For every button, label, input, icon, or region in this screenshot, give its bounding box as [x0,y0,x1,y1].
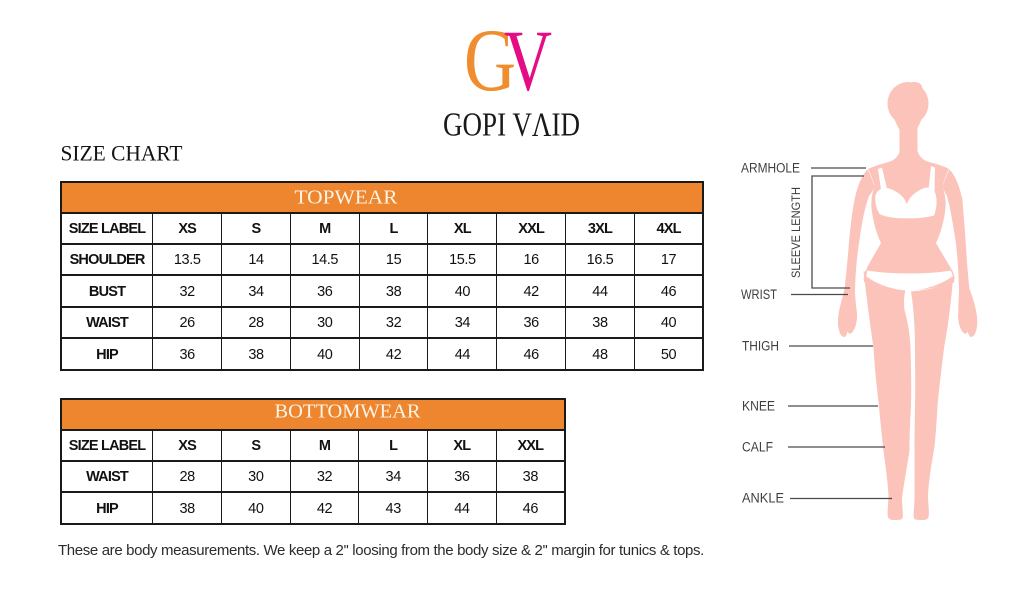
svg-text:G: G [464,12,516,110]
svg-text:TOPWEAR: TOPWEAR [295,187,399,209]
svg-text:BOTTOMWEAR: BOTTOMWEAR [275,401,422,423]
svg-text:SLEEVE LENGTH: SLEEVE LENGTH [789,187,803,278]
svg-text:ANKLE: ANKLE [742,491,784,506]
svg-text:SIZE CHART: SIZE CHART [61,140,183,165]
svg-text:CALF: CALF [742,440,773,455]
svg-text:V: V [504,12,552,109]
svg-text:WRIST: WRIST [741,287,777,302]
svg-text:GOPI VΛID: GOPI VΛID [443,107,580,144]
svg-text:ARMHOLE: ARMHOLE [741,161,800,176]
svg-text:THIGH: THIGH [742,339,779,354]
svg-text:KNEE: KNEE [742,399,775,414]
